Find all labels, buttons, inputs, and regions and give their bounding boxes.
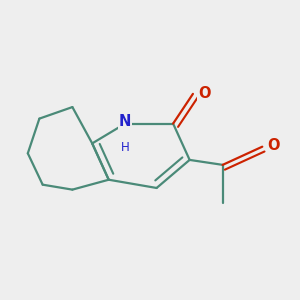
Text: N: N bbox=[119, 114, 131, 129]
Text: O: O bbox=[198, 86, 210, 101]
Text: H: H bbox=[121, 141, 130, 154]
Text: O: O bbox=[267, 137, 280, 152]
